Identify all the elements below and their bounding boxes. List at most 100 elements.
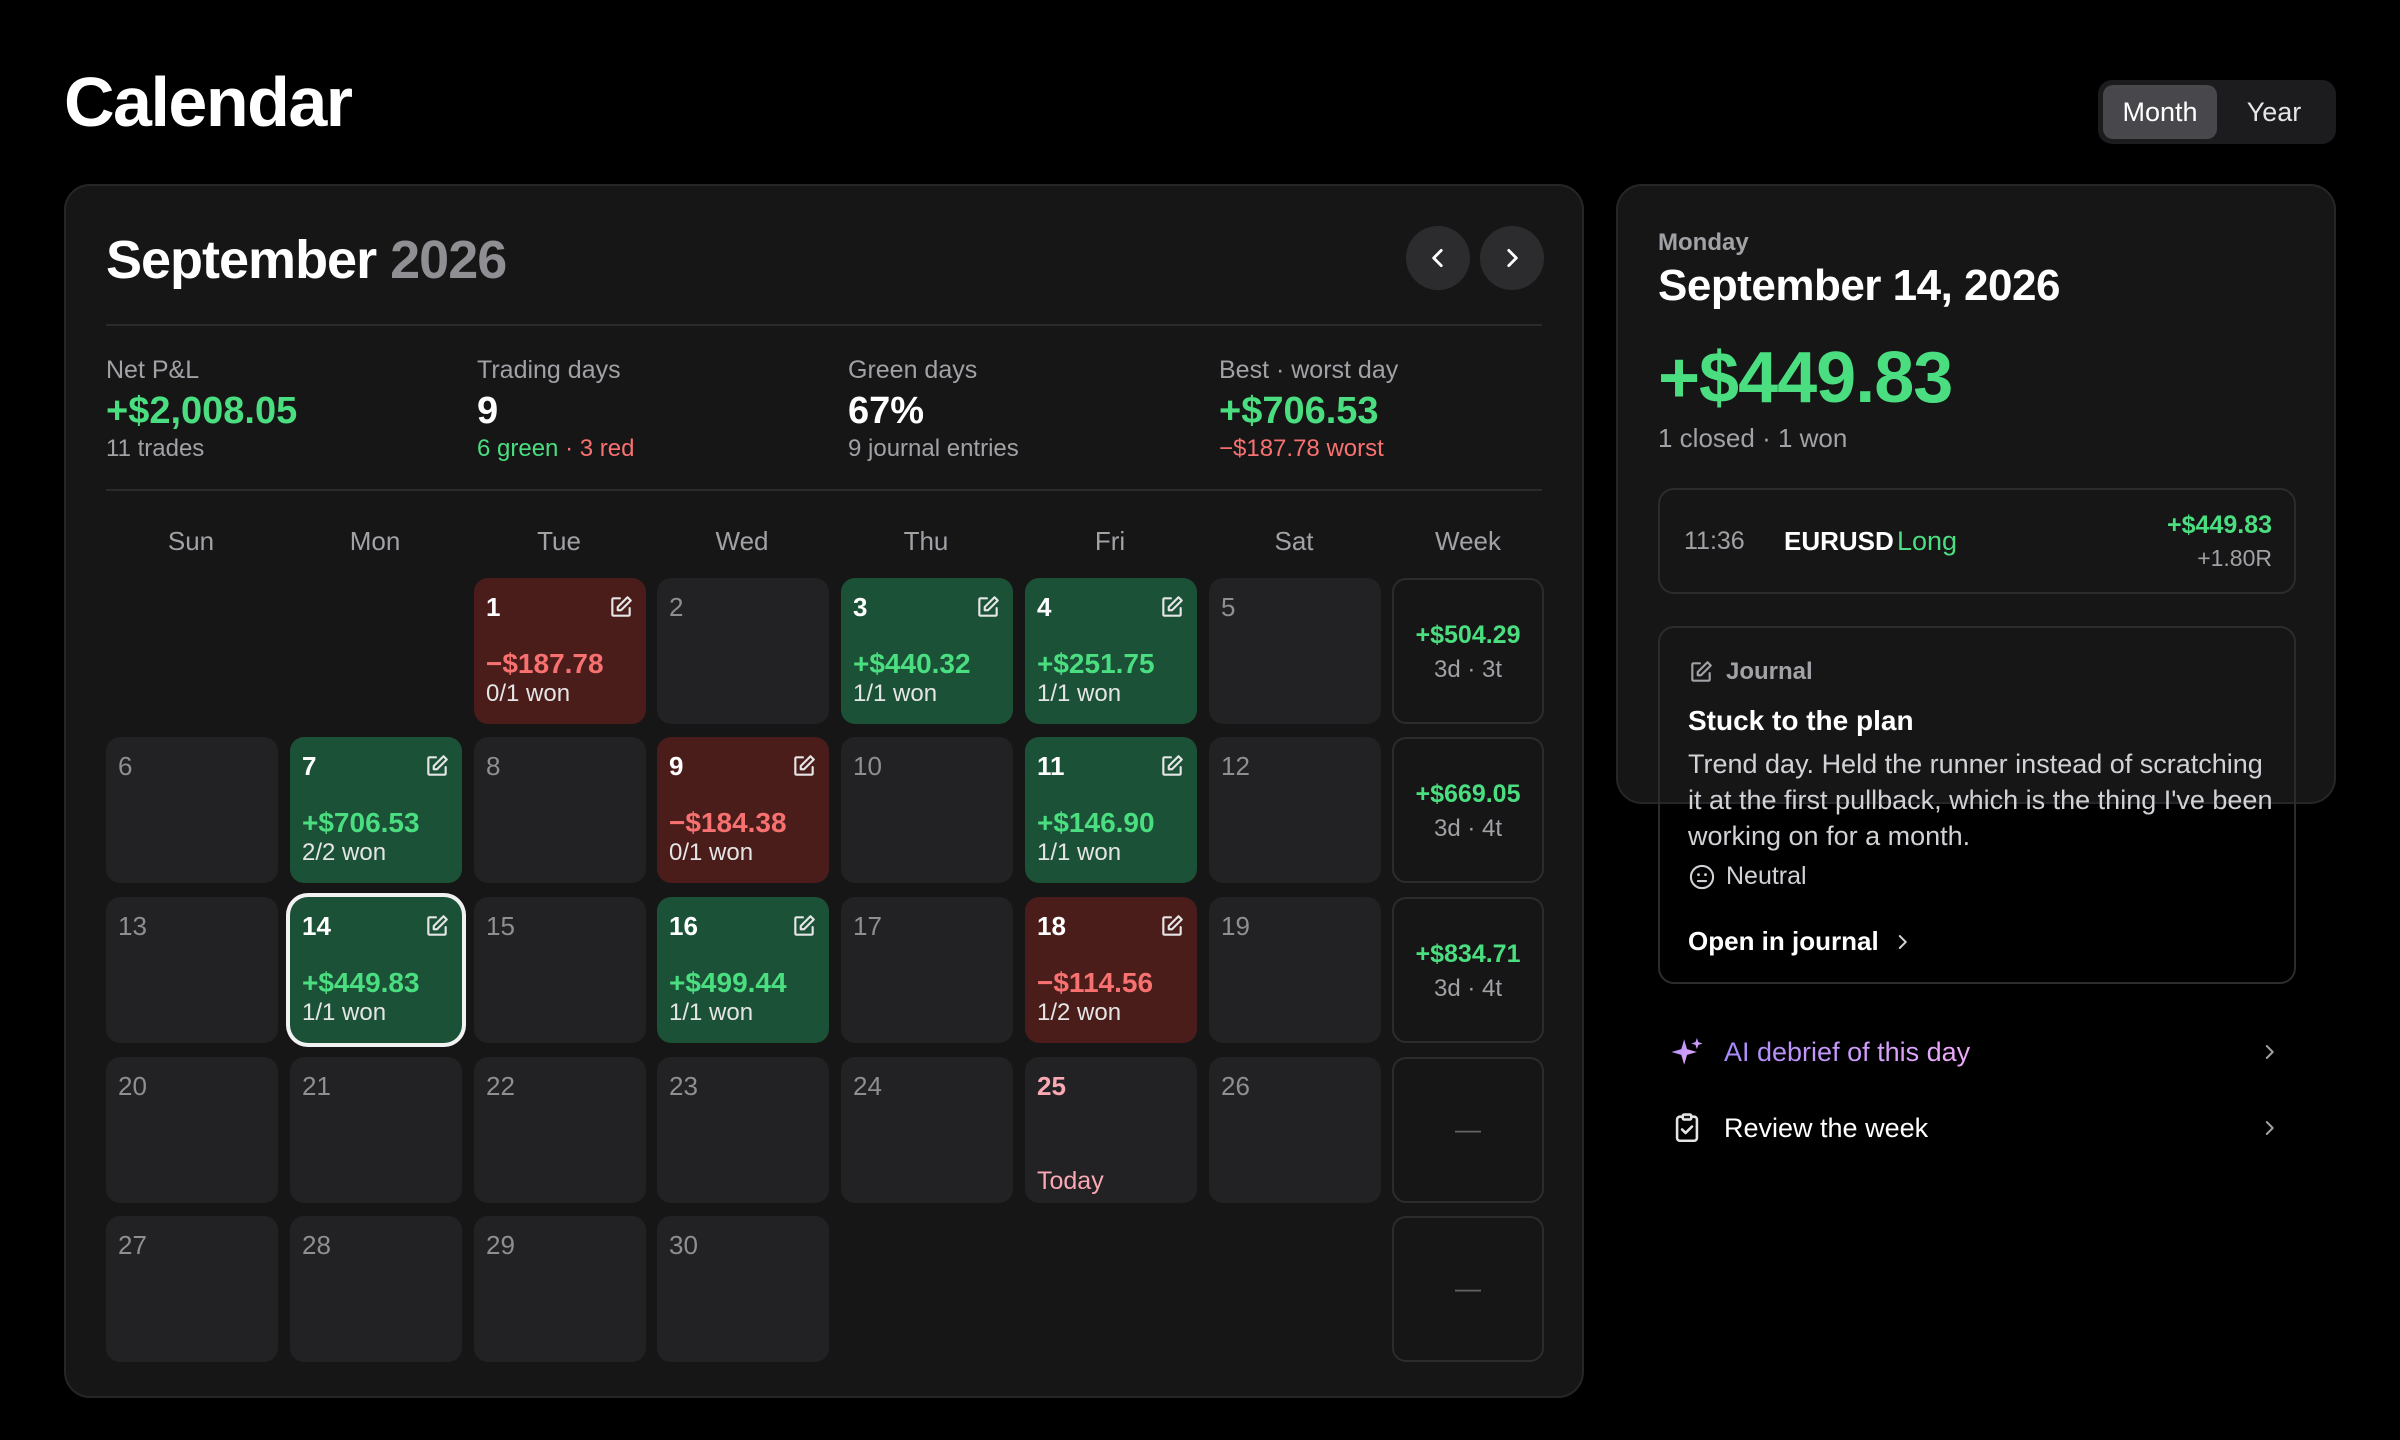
stat-sub: 9 journal entries bbox=[848, 435, 1019, 462]
day-number: 20 bbox=[118, 1071, 147, 1101]
stat-sub: 11 trades bbox=[106, 435, 205, 462]
week-summary[interactable]: — bbox=[1392, 1057, 1544, 1203]
day-number: 30 bbox=[669, 1230, 698, 1260]
journal-edit-icon bbox=[1162, 755, 1183, 776]
day-cell[interactable]: 3 +$440.32 1/1 won bbox=[841, 578, 1013, 724]
day-cell[interactable]: 27 bbox=[106, 1216, 278, 1362]
day-cell[interactable]: 17 bbox=[841, 897, 1013, 1043]
day-cell[interactable]: 7 +$706.53 2/2 won bbox=[290, 737, 462, 883]
journal-edit-icon bbox=[978, 596, 999, 617]
review-week-label: Review the week bbox=[1724, 1112, 1929, 1143]
day-cell[interactable]: 15 bbox=[474, 897, 646, 1043]
stat-sub: 6 green · 3 red bbox=[477, 434, 837, 464]
day-won-count: 1/1 won bbox=[302, 999, 387, 1026]
day-number: 22 bbox=[486, 1071, 515, 1101]
journal-edit-icon bbox=[427, 755, 448, 776]
day-number: 17 bbox=[853, 911, 882, 941]
day-won-count: 1/1 won bbox=[1037, 839, 1122, 866]
day-cell[interactable]: 10 bbox=[841, 737, 1013, 883]
month-year: 2026 bbox=[390, 230, 507, 290]
day-pnl: +$146.90 bbox=[1037, 807, 1155, 838]
week-pnl: +$669.05 bbox=[1415, 780, 1521, 808]
weekday-header: Sun bbox=[167, 526, 215, 556]
weekday-header: Tue bbox=[537, 526, 581, 556]
day-cell[interactable]: 5 bbox=[1209, 578, 1381, 724]
day-won-count: 1/1 won bbox=[669, 999, 754, 1026]
day-cell[interactable]: 9 −$184.38 0/1 won bbox=[657, 737, 829, 883]
day-cell[interactable]: 22 bbox=[474, 1057, 646, 1203]
day-number: 7 bbox=[302, 751, 317, 781]
chevron-right-icon bbox=[1898, 934, 1907, 949]
next-month-button[interactable] bbox=[1480, 226, 1544, 290]
day-cell[interactable]: 29 bbox=[474, 1216, 646, 1362]
weekday-header: Mon bbox=[349, 526, 401, 556]
day-cell[interactable]: 4 +$251.75 1/1 won bbox=[1025, 578, 1197, 724]
day-cell[interactable]: 30 bbox=[657, 1216, 829, 1362]
ai-debrief-button[interactable]: AI debrief of this day bbox=[1656, 1022, 2294, 1082]
week-summary[interactable]: +$504.29 3d · 3t bbox=[1392, 578, 1544, 724]
day-number: 9 bbox=[669, 751, 684, 781]
open-in-journal-link[interactable]: Open in journal bbox=[1688, 926, 1911, 957]
day-cell[interactable]: 8 bbox=[474, 737, 646, 883]
day-number: 14 bbox=[302, 911, 331, 941]
week-summary[interactable]: — bbox=[1392, 1216, 1544, 1362]
weekday-header: Fri bbox=[1094, 526, 1126, 556]
chevron-right-icon bbox=[2265, 1045, 2274, 1059]
month-view-button[interactable]: Month bbox=[2103, 85, 2217, 139]
day-cell[interactable]: 19 bbox=[1209, 897, 1381, 1043]
day-pnl: +$251.75 bbox=[1037, 648, 1155, 679]
day-cell[interactable]: 13 bbox=[106, 897, 278, 1043]
day-number: 25 bbox=[1037, 1071, 1066, 1101]
chevron-left-icon bbox=[1432, 249, 1443, 267]
detail-date: September 14, 2026 bbox=[1658, 261, 2060, 310]
journal-edit-icon bbox=[1162, 915, 1183, 936]
day-cell[interactable]: 26 bbox=[1209, 1057, 1381, 1203]
day-cell[interactable]: 1 −$187.78 0/1 won bbox=[474, 578, 646, 724]
day-number: 6 bbox=[118, 751, 133, 781]
stat-best-worst: Best · worst day +$706.53 −$187.78 worst bbox=[1219, 354, 1579, 464]
day-cell[interactable]: 23 bbox=[657, 1057, 829, 1203]
day-cell[interactable]: 28 bbox=[290, 1216, 462, 1362]
clipboard-check-icon bbox=[1675, 1113, 1699, 1143]
journal-edit-icon bbox=[611, 596, 632, 617]
review-week-button[interactable]: Review the week bbox=[1656, 1098, 2294, 1158]
day-cell[interactable]: 18 −$114.56 1/2 won bbox=[1025, 897, 1197, 1043]
open-in-journal-label: Open in journal bbox=[1688, 926, 1879, 956]
week-summary[interactable]: +$669.05 3d · 4t bbox=[1392, 737, 1544, 883]
day-number: 8 bbox=[486, 751, 501, 781]
week-summary[interactable]: +$834.71 3d · 4t bbox=[1392, 897, 1544, 1043]
journal-mood-label: Neutral bbox=[1726, 862, 1807, 890]
neutral-face-icon bbox=[1689, 864, 1715, 889]
day-cell[interactable]: 11 +$146.90 1/1 won bbox=[1025, 737, 1197, 883]
trade-row[interactable]: 11:36 EURUSD Long +$449.83 +1.80R bbox=[1658, 488, 2296, 594]
day-pnl: +$706.53 bbox=[302, 807, 420, 838]
ai-debrief-label: AI debrief of this day bbox=[1724, 1036, 1971, 1067]
day-cell[interactable]: 2 bbox=[657, 578, 829, 724]
day-number: 16 bbox=[669, 911, 698, 941]
green-count: 6 green bbox=[477, 435, 559, 462]
day-number: 4 bbox=[1037, 592, 1052, 622]
stat-label: Best · worst day bbox=[1219, 356, 1399, 384]
red-count: 3 red bbox=[579, 435, 635, 462]
day-cell[interactable]: 25 Today bbox=[1025, 1057, 1197, 1203]
day-cell[interactable]: 21 bbox=[290, 1057, 462, 1203]
day-won-count: 1/1 won bbox=[853, 680, 938, 707]
day-cell[interactable]: 6 bbox=[106, 737, 278, 883]
journal-edit-icon bbox=[794, 915, 815, 936]
year-view-button[interactable]: Year bbox=[2246, 96, 2302, 127]
prev-month-button[interactable] bbox=[1406, 226, 1470, 290]
day-number: 5 bbox=[1221, 592, 1236, 622]
day-cell[interactable]: 16 +$499.44 1/1 won bbox=[657, 897, 829, 1043]
journal-title: Stuck to the plan bbox=[1688, 705, 1914, 736]
day-won-count: 0/1 won bbox=[486, 680, 571, 707]
day-cell[interactable]: 12 bbox=[1209, 737, 1381, 883]
day-pnl: −$114.56 bbox=[1037, 967, 1154, 998]
day-cell[interactable]: 20 bbox=[106, 1057, 278, 1203]
weekday-header: Sat bbox=[1274, 526, 1314, 556]
journal-mood: Neutral bbox=[1688, 862, 1807, 891]
day-cell[interactable]: 24 bbox=[841, 1057, 1013, 1203]
day-cell[interactable]: 14 +$449.83 1/1 won bbox=[290, 897, 462, 1043]
trade-time: 11:36 bbox=[1684, 527, 1745, 555]
stat-net-pnl: Net P&L +$2,008.05 11 trades bbox=[106, 354, 466, 464]
stat-label: Green days bbox=[848, 356, 978, 384]
